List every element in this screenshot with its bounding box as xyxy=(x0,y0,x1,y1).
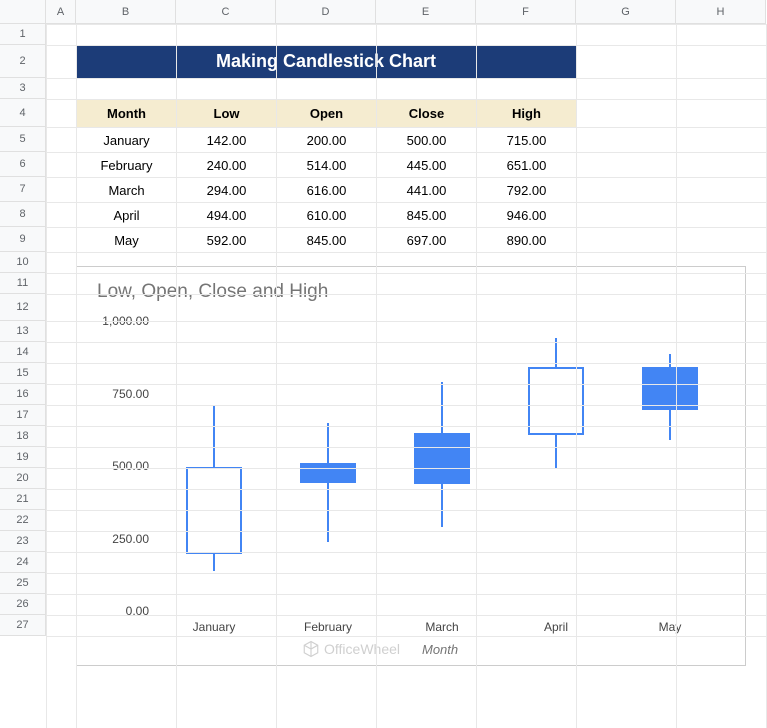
table-cell: 592.00 xyxy=(177,228,277,253)
row-header-20[interactable]: 20 xyxy=(0,468,46,489)
x-axis-label: February xyxy=(288,620,368,634)
col-header-A[interactable]: A xyxy=(46,0,76,24)
table-cell: 651.00 xyxy=(477,153,577,178)
row-header-22[interactable]: 22 xyxy=(0,510,46,531)
table-row: May592.00845.00697.00890.00 xyxy=(77,228,577,253)
row-header-24[interactable]: 24 xyxy=(0,552,46,573)
table-header-cell: Open xyxy=(277,100,377,128)
table-cell: 610.00 xyxy=(277,203,377,228)
table-cell: 616.00 xyxy=(277,178,377,203)
row-header-11[interactable]: 11 xyxy=(0,273,46,294)
table-cell: 240.00 xyxy=(177,153,277,178)
table-cell: 200.00 xyxy=(277,128,377,153)
table-cell: 946.00 xyxy=(477,203,577,228)
row-header-9[interactable]: 9 xyxy=(0,227,46,252)
watermark-icon xyxy=(302,640,320,658)
table-row: April494.00610.00845.00946.00 xyxy=(77,203,577,228)
spreadsheet: ABCDEFGH 1234567891011121314151617181920… xyxy=(0,0,767,728)
table-cell: 500.00 xyxy=(377,128,477,153)
col-header-G[interactable]: G xyxy=(576,0,676,24)
row-header-19[interactable]: 19 xyxy=(0,447,46,468)
col-header-H[interactable]: H xyxy=(676,0,766,24)
table-cell: 294.00 xyxy=(177,178,277,203)
row-header-25[interactable]: 25 xyxy=(0,573,46,594)
row-headers: 1234567891011121314151617181920212223242… xyxy=(0,24,46,636)
row-header-7[interactable]: 7 xyxy=(0,177,46,202)
row-header-4[interactable]: 4 xyxy=(0,99,46,127)
row-header-14[interactable]: 14 xyxy=(0,342,46,363)
y-axis-label: 500.00 xyxy=(89,459,149,473)
table-cell: 845.00 xyxy=(277,228,377,253)
row-header-3[interactable]: 3 xyxy=(0,78,46,99)
y-axis-label: 250.00 xyxy=(89,532,149,546)
table-cell: February xyxy=(77,153,177,178)
select-all-corner[interactable] xyxy=(0,0,46,24)
row-header-10[interactable]: 10 xyxy=(0,252,46,273)
table-cell: May xyxy=(77,228,177,253)
watermark-text: OfficeWheel xyxy=(324,641,400,657)
col-header-B[interactable]: B xyxy=(76,0,176,24)
row-header-13[interactable]: 13 xyxy=(0,321,46,342)
table-cell: March xyxy=(77,178,177,203)
row-header-6[interactable]: 6 xyxy=(0,152,46,177)
table-cell: 514.00 xyxy=(277,153,377,178)
grid-area[interactable]: Making Candlestick Chart MonthLowOpenClo… xyxy=(46,24,767,728)
x-axis-label: May xyxy=(630,620,710,634)
row-header-16[interactable]: 16 xyxy=(0,384,46,405)
row-header-27[interactable]: 27 xyxy=(0,615,46,636)
table-cell: 441.00 xyxy=(377,178,477,203)
table-cell: 792.00 xyxy=(477,178,577,203)
title-banner: Making Candlestick Chart xyxy=(76,45,576,78)
table-cell: 845.00 xyxy=(377,203,477,228)
table-cell: 494.00 xyxy=(177,203,277,228)
table-body: January142.00200.00500.00715.00February2… xyxy=(77,128,577,253)
candle-body xyxy=(300,463,356,483)
data-table: MonthLowOpenCloseHigh January142.00200.0… xyxy=(76,99,577,253)
watermark: OfficeWheel xyxy=(302,640,400,658)
x-axis-title: Month xyxy=(422,642,458,657)
row-header-8[interactable]: 8 xyxy=(0,202,46,227)
table-cell: 715.00 xyxy=(477,128,577,153)
row-header-15[interactable]: 15 xyxy=(0,363,46,384)
row-header-17[interactable]: 17 xyxy=(0,405,46,426)
candle-body xyxy=(414,433,470,484)
table-cell: 890.00 xyxy=(477,228,577,253)
x-axis-label: March xyxy=(402,620,482,634)
row-header-26[interactable]: 26 xyxy=(0,594,46,615)
table-cell: 445.00 xyxy=(377,153,477,178)
table-row: January142.00200.00500.00715.00 xyxy=(77,128,577,153)
table-header-row: MonthLowOpenCloseHigh xyxy=(77,100,577,128)
table-cell: April xyxy=(77,203,177,228)
col-header-E[interactable]: E xyxy=(376,0,476,24)
x-axis-label: April xyxy=(516,620,596,634)
column-headers: ABCDEFGH xyxy=(0,0,767,24)
table-row: March294.00616.00441.00792.00 xyxy=(77,178,577,203)
table-header-cell: Close xyxy=(377,100,477,128)
table-header-cell: Low xyxy=(177,100,277,128)
table-cell: 697.00 xyxy=(377,228,477,253)
row-header-2[interactable]: 2 xyxy=(0,45,46,78)
table-cell: 142.00 xyxy=(177,128,277,153)
row-header-5[interactable]: 5 xyxy=(0,127,46,152)
table-row: February240.00514.00445.00651.00 xyxy=(77,153,577,178)
row-header-12[interactable]: 12 xyxy=(0,294,46,321)
y-axis-label: 750.00 xyxy=(89,387,149,401)
row-header-23[interactable]: 23 xyxy=(0,531,46,552)
table-cell: January xyxy=(77,128,177,153)
row-header-18[interactable]: 18 xyxy=(0,426,46,447)
table-header-cell: Month xyxy=(77,100,177,128)
col-header-F[interactable]: F xyxy=(476,0,576,24)
candle-body xyxy=(642,367,698,410)
x-axis-label: January xyxy=(174,620,254,634)
col-header-C[interactable]: C xyxy=(176,0,276,24)
row-header-1[interactable]: 1 xyxy=(0,24,46,45)
table-header-cell: High xyxy=(477,100,577,128)
chart-title: Low, Open, Close and High xyxy=(97,281,328,303)
title-text: Making Candlestick Chart xyxy=(216,51,436,72)
col-header-D[interactable]: D xyxy=(276,0,376,24)
row-header-21[interactable]: 21 xyxy=(0,489,46,510)
